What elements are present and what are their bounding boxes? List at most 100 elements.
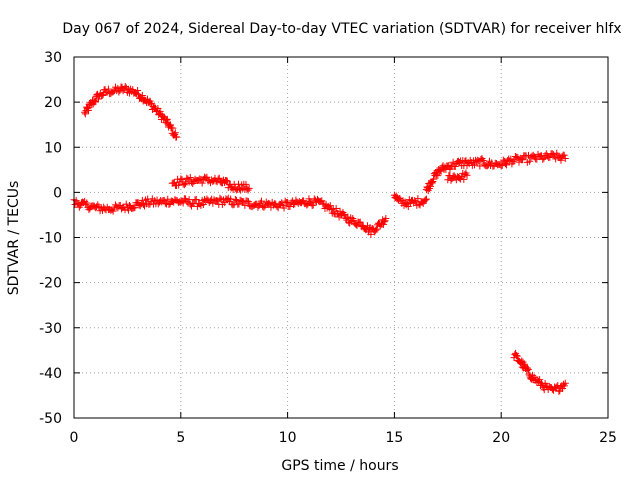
x-tick-label: 15	[385, 430, 403, 446]
data-point	[526, 157, 534, 165]
grid-lines	[74, 57, 608, 418]
data-point	[223, 177, 231, 185]
data-point	[138, 92, 146, 100]
data-point	[216, 194, 224, 202]
data-point	[85, 106, 93, 114]
data-point	[530, 373, 538, 381]
data-point	[196, 200, 204, 208]
data-point	[463, 171, 471, 179]
data-markers	[70, 83, 569, 395]
data-point	[422, 195, 430, 203]
data-point	[450, 172, 458, 180]
data-point	[536, 376, 544, 384]
series-arc-e-rise	[422, 149, 569, 195]
data-point	[434, 172, 442, 180]
series-arc-a-upper	[81, 83, 181, 141]
data-point	[340, 210, 348, 218]
data-point	[81, 110, 89, 118]
y-tick-label: -50	[39, 411, 62, 427]
data-point	[561, 379, 569, 387]
y-tick-label: -10	[39, 231, 62, 247]
data-point	[539, 155, 547, 163]
data-point	[83, 199, 91, 207]
data-point	[229, 201, 237, 209]
data-point	[215, 174, 223, 182]
data-point	[171, 129, 179, 137]
data-point	[286, 202, 294, 210]
x-tick-label: 10	[279, 430, 297, 446]
data-point	[265, 199, 273, 207]
data-point	[257, 197, 265, 205]
data-point	[503, 161, 511, 169]
data-point	[119, 87, 127, 95]
chart-title: Day 067 of 2024, Sidereal Day-to-day VTE…	[62, 21, 621, 37]
data-point	[444, 176, 452, 184]
data-point	[91, 98, 99, 106]
data-point	[437, 167, 445, 175]
data-point	[81, 108, 89, 116]
x-tick-label: 20	[492, 430, 510, 446]
data-point	[555, 387, 563, 395]
data-point	[430, 175, 438, 183]
y-tick-label: -30	[39, 321, 62, 337]
data-point	[169, 124, 177, 132]
data-point	[303, 201, 311, 209]
series-arc-c-mid	[168, 173, 253, 194]
data-point	[447, 176, 455, 184]
data-point	[198, 179, 206, 187]
data-point	[244, 186, 252, 194]
data-point	[178, 176, 186, 184]
data-point	[192, 196, 200, 204]
data-point	[421, 196, 429, 204]
data-point	[243, 197, 251, 205]
data-point	[280, 204, 288, 212]
data-point	[260, 203, 268, 211]
data-point	[290, 200, 298, 208]
data-point	[231, 195, 239, 203]
data-point	[519, 156, 527, 164]
data-point	[561, 155, 569, 163]
data-point	[529, 151, 537, 159]
data-point	[560, 151, 568, 159]
x-ticks: 0 5 10 15 20 25	[70, 57, 617, 446]
data-point	[94, 95, 102, 103]
data-point	[186, 173, 194, 181]
data-point	[242, 180, 250, 188]
data-point	[428, 179, 436, 187]
data-point	[373, 225, 381, 233]
data-point	[345, 218, 353, 226]
data-point	[122, 200, 130, 208]
series-arc-d-late	[390, 191, 430, 210]
data-point	[306, 198, 314, 206]
x-axis-title: GPS time / hours	[281, 458, 398, 474]
data-point	[332, 205, 340, 213]
x-tick-label: 5	[176, 430, 185, 446]
data-point	[244, 198, 252, 206]
data-point	[367, 230, 375, 238]
data-point	[350, 216, 358, 224]
series-arc-b-main	[70, 194, 390, 238]
y-tick-label: -20	[39, 276, 62, 292]
y-tick-label: 10	[44, 140, 62, 156]
data-point	[180, 181, 188, 189]
data-point	[549, 151, 557, 159]
data-point	[308, 202, 316, 210]
data-point	[182, 179, 190, 187]
data-point	[380, 218, 388, 226]
data-point	[329, 205, 337, 213]
data-point	[183, 174, 191, 182]
data-point	[513, 352, 521, 360]
data-point	[525, 370, 533, 378]
data-point	[451, 163, 459, 171]
data-point	[177, 175, 185, 183]
data-point	[309, 201, 317, 209]
data-point	[414, 195, 422, 203]
data-point	[104, 85, 112, 93]
series-arc-f-short	[444, 169, 471, 184]
data-point	[115, 88, 123, 96]
data-point	[344, 213, 352, 221]
data-point	[326, 202, 334, 210]
y-tick-label: 0	[53, 185, 62, 201]
